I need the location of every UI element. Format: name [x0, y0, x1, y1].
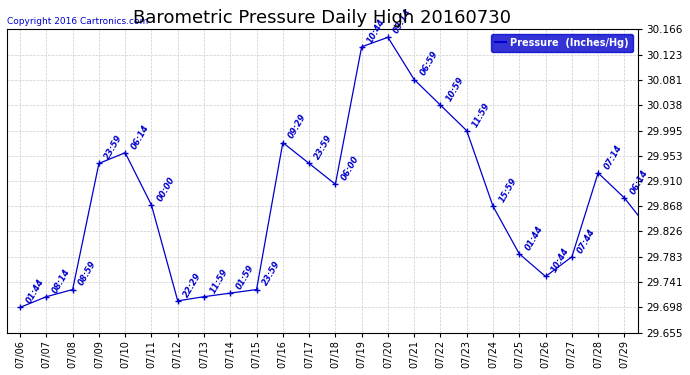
Text: 23:59: 23:59	[313, 134, 335, 161]
Title: Barometric Pressure Daily High 20160730: Barometric Pressure Daily High 20160730	[133, 9, 511, 27]
Text: 15:59: 15:59	[497, 176, 518, 204]
Text: 01:44: 01:44	[524, 224, 544, 252]
Text: 01:44: 01:44	[24, 278, 46, 305]
Legend: Pressure  (Inches/Hg): Pressure (Inches/Hg)	[491, 34, 633, 52]
Text: 11:59: 11:59	[208, 267, 229, 294]
Text: 06:14: 06:14	[629, 168, 650, 196]
Text: 10:59: 10:59	[444, 75, 466, 103]
Text: 10:44: 10:44	[366, 17, 387, 45]
Text: 08:59: 08:59	[77, 260, 98, 287]
Text: 23:59: 23:59	[261, 260, 282, 287]
Text: 01:59: 01:59	[235, 263, 256, 291]
Text: 00:00: 00:00	[156, 175, 177, 203]
Text: 23:59: 23:59	[103, 134, 124, 161]
Text: 15:44: 15:44	[0, 374, 1, 375]
Text: 12:29: 12:29	[0, 374, 1, 375]
Text: 07:14: 07:14	[602, 143, 624, 171]
Text: 09:14: 09:14	[392, 8, 413, 35]
Text: 22:29: 22:29	[182, 271, 203, 299]
Text: 23:44: 23:44	[0, 374, 1, 375]
Text: 09:29: 09:29	[287, 112, 308, 141]
Text: 06:00: 06:00	[339, 154, 361, 182]
Text: 06:14: 06:14	[129, 123, 150, 150]
Text: 10:44: 10:44	[550, 246, 571, 274]
Text: 11:59: 11:59	[471, 101, 492, 129]
Text: 08:14: 08:14	[50, 267, 72, 294]
Text: Copyright 2016 Cartronics.com: Copyright 2016 Cartronics.com	[7, 17, 148, 26]
Text: 07:44: 07:44	[576, 227, 598, 255]
Text: 06:59: 06:59	[418, 50, 440, 77]
